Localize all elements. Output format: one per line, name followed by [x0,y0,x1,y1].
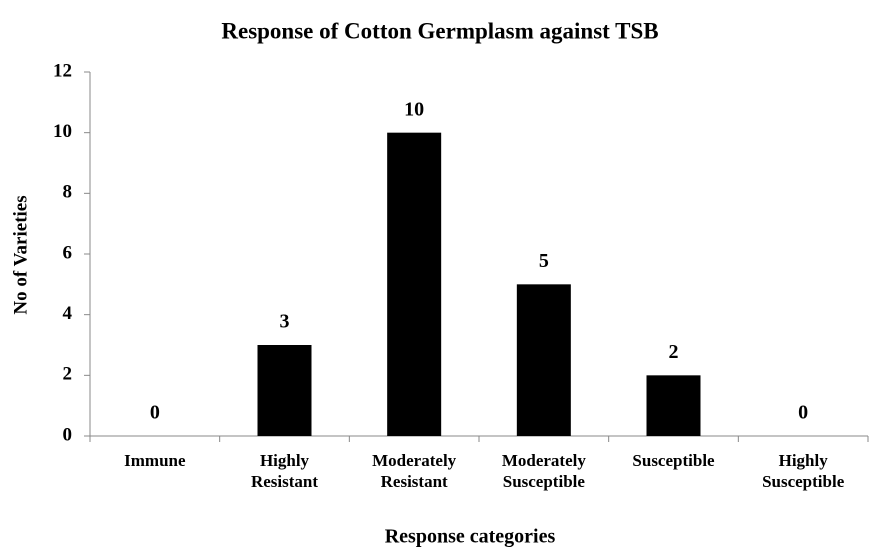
bar [646,375,701,436]
data-label: 10 [404,98,424,120]
x-tick-label: Highly Resistant [250,451,319,491]
data-label: 0 [798,402,808,424]
y-axis-title: No of Varieties [10,195,31,314]
x-axis-title: Response categories [385,526,556,548]
x-tick-label: Moderately Resistant [372,451,457,491]
y-tick-label: 12 [53,60,72,81]
data-label: 0 [150,402,160,424]
data-label: 2 [669,341,679,363]
chart-title: Response of Cotton Germplasm against TSB [221,18,658,43]
bar [516,284,571,436]
x-tick-label: Susceptible [632,451,715,470]
data-label: 5 [539,250,549,272]
y-tick-label: 10 [53,121,72,142]
x-tick-label: Immune [124,451,186,470]
bar [257,345,312,436]
bar [387,132,442,436]
x-tick-label: Moderately Susceptible [501,451,586,491]
x-tick-label: Highly Susceptible [762,451,845,491]
y-tick-label: 8 [63,182,73,203]
data-label: 3 [280,311,290,333]
y-tick-label: 4 [63,303,73,324]
y-tick-label: 6 [63,242,73,263]
y-tick-label: 2 [63,364,73,385]
y-tick-label: 0 [63,424,73,445]
